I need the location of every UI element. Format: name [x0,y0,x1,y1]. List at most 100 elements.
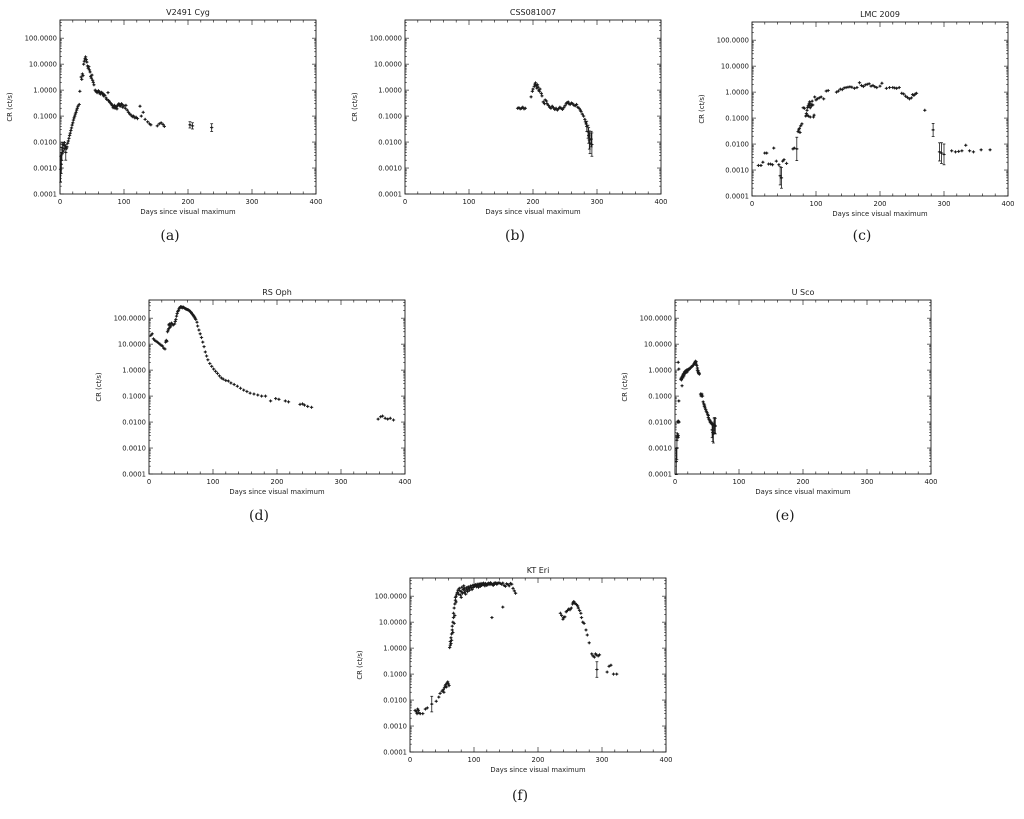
data-points [756,81,992,189]
caption-d: (d) [249,508,269,524]
caption-a: (a) [160,228,180,244]
x-tick-label: 300 [938,200,951,208]
y-axis-label: CR (ct/s) [621,372,629,402]
plot-title: CSS081007 [510,8,556,17]
y-tick-label: 0.0001 [383,748,407,756]
x-tick-labels: 0 100 200 300 400 [58,198,323,206]
x-tick-labels: 0 100 200 300 400 [673,478,938,486]
axis-ticks [751,21,1009,197]
y-tick-label: 10.0000 [379,618,407,626]
axis-ticks [148,299,406,475]
x-tick-label: 200 [532,756,545,764]
y-tick-label: 0.0001 [33,190,57,198]
x-tick-label: 0 [750,200,754,208]
x-tick-label: 300 [591,198,604,206]
y-tick-label: 0.0001 [122,470,146,478]
y-axis-label: CR (ct/s) [351,92,359,122]
light-curve-plot: CSS081007 100.0000 10.0000 1.0000 0.1000 0.01… [351,8,667,216]
x-tick-label: 0 [147,478,151,486]
y-tick-label: 100.0000 [114,314,146,322]
y-tick-label: 0.1000 [122,392,146,400]
x-tick-label: 200 [874,200,887,208]
x-tick-label: 300 [246,198,259,206]
caption-e: (e) [775,508,795,524]
y-axis-label: CR (ct/s) [356,650,364,680]
axis-ticks [404,19,662,195]
x-axis-label: Days since visual maximum [485,208,581,216]
y-tick-labels: 100.0000 10.0000 1.0000 0.1000 0.0100 0.0010 0… [717,36,749,200]
y-tick-label: 0.0001 [378,190,402,198]
y-tick-label: 1.0000 [378,86,402,94]
x-tick-label: 400 [399,478,412,486]
y-tick-label: 10.0000 [644,340,672,348]
x-tick-labels: 0 100 200 300 400 [147,478,412,486]
y-tick-label: 0.0100 [725,140,749,148]
x-tick-label: 0 [58,198,62,206]
y-tick-label: 10.0000 [721,62,749,70]
light-curve-plot: RS Oph 100.0000 10.0000 1.0000 0.1000 0.0100 0… [95,288,412,496]
y-tick-label: 0.0010 [378,164,402,172]
x-tick-label: 100 [118,198,131,206]
caption-c: (c) [852,228,872,244]
y-tick-labels: 100.0000 10.0000 1.0000 0.1000 0.0100 0.0010 0… [370,34,402,198]
x-axis-label: Days since visual maximum [490,766,586,774]
y-tick-label: 100.0000 [25,34,57,42]
panel-kt-eri: KT Eri 100.0000 10.0000 1.0000 0.1000 0.0100 0… [352,564,688,798]
y-tick-label: 100.0000 [640,314,672,322]
caption-b: (b) [505,228,525,244]
y-tick-label: 0.0100 [378,138,402,146]
x-tick-label: 100 [810,200,823,208]
y-tick-label: 1.0000 [122,366,146,374]
y-tick-labels: 100.0000 10.0000 1.0000 0.1000 0.0100 0.0010 0… [25,34,57,198]
data-points [674,359,718,475]
x-tick-label: 400 [925,478,938,486]
x-tick-labels: 0 100 200 300 400 [750,200,1015,208]
y-tick-label: 0.1000 [725,114,749,122]
panel-css081007: CSS081007 100.0000 10.0000 1.0000 0.1000 0.01… [347,6,683,240]
panel-lmc-2009: LMC 2009 100.0000 10.0000 1.0000 0.1000 0.010… [694,8,1024,242]
x-tick-label: 0 [403,198,407,206]
plot-frame [751,21,1009,197]
y-axis-label: CR (ct/s) [95,372,103,402]
y-tick-label: 10.0000 [374,60,402,68]
light-curve-plot: V2491 Cyg 100.0000 10.0000 1.0000 0.1000 0.01… [6,8,323,216]
x-tick-label: 200 [527,198,540,206]
y-tick-label: 1.0000 [725,88,749,96]
y-tick-label: 10.0000 [118,340,146,348]
plot-frame [148,299,406,475]
plot-title: RS Oph [262,288,292,297]
plot-title: LMC 2009 [860,10,900,19]
x-tick-label: 200 [797,478,810,486]
panel-u-sco: U Sco 100.0000 10.0000 1.0000 0.1000 0.0100 0.… [617,286,953,520]
axis-ticks [409,577,667,753]
x-tick-label: 400 [1002,200,1015,208]
plot-title: U Sco [792,288,815,297]
x-tick-label: 100 [463,198,476,206]
data-points [58,55,214,183]
light-curve-plot: KT Eri 100.0000 10.0000 1.0000 0.1000 0.0100 0… [356,566,672,774]
y-tick-label: 0.1000 [33,112,57,120]
y-tick-label: 0.0010 [648,444,672,452]
x-tick-label: 0 [673,478,677,486]
y-tick-label: 100.0000 [370,34,402,42]
y-tick-label: 1.0000 [33,86,57,94]
x-tick-label: 200 [182,198,195,206]
y-tick-label: 0.0100 [648,418,672,426]
y-tick-label: 0.1000 [383,670,407,678]
x-tick-label: 100 [468,756,481,764]
x-tick-label: 300 [596,756,609,764]
y-tick-label: 1.0000 [383,644,407,652]
plot-frame [674,299,932,475]
y-tick-label: 0.0100 [383,696,407,704]
y-tick-label: 0.0010 [725,166,749,174]
plot-frame [404,19,662,195]
y-tick-labels: 100.0000 10.0000 1.0000 0.1000 0.0100 0.0010 0… [640,314,672,478]
data-points [413,581,619,716]
y-tick-label: 0.0100 [33,138,57,146]
plot-title: V2491 Cyg [166,8,210,17]
y-axis-label: CR (ct/s) [698,94,706,124]
y-tick-label: 0.1000 [378,112,402,120]
axis-ticks [59,19,317,195]
x-axis-label: Days since visual maximum [755,488,851,496]
